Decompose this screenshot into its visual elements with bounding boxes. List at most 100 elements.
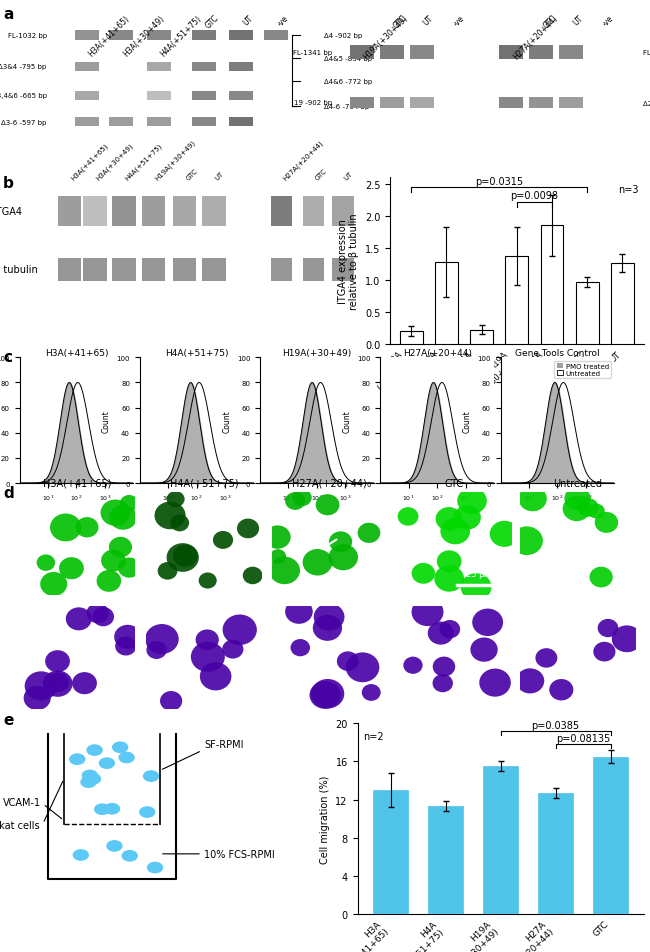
Circle shape (593, 642, 616, 662)
Bar (109, 118, 133, 127)
Circle shape (511, 526, 543, 555)
Text: H27A(+20+44): H27A(+20+44) (292, 478, 367, 488)
Circle shape (328, 545, 358, 570)
Bar (332, 258, 354, 282)
Text: SF-RPMI: SF-RPMI (204, 739, 244, 749)
Bar (147, 63, 170, 71)
Bar (58, 258, 81, 282)
Y-axis label: Cell migration (%): Cell migration (%) (320, 775, 330, 863)
Circle shape (269, 557, 300, 585)
Bar (499, 98, 523, 109)
Circle shape (437, 551, 461, 573)
Circle shape (147, 862, 163, 873)
Circle shape (428, 622, 454, 645)
Bar (75, 30, 99, 41)
Text: Δ4-6 -704 bp: Δ4-6 -704 bp (324, 104, 369, 109)
Text: H19A(+30+49): H19A(+30+49) (153, 139, 196, 182)
Text: GTC: GTC (314, 168, 328, 182)
Bar (192, 63, 216, 71)
Circle shape (173, 545, 198, 567)
Bar (303, 258, 324, 282)
Text: UT: UT (214, 170, 225, 182)
Circle shape (213, 531, 233, 549)
Circle shape (158, 563, 177, 580)
Circle shape (222, 615, 257, 645)
Text: 25 μm: 25 μm (467, 569, 493, 579)
Circle shape (92, 607, 114, 626)
Text: H3A(+41+65): H3A(+41+65) (43, 478, 112, 488)
Text: p=0.0315: p=0.0315 (475, 176, 523, 187)
Bar (470, 330, 493, 345)
Circle shape (36, 555, 55, 571)
Circle shape (101, 500, 130, 526)
Circle shape (166, 544, 199, 572)
Text: H4A(+51+75): H4A(+51+75) (170, 478, 239, 488)
Bar (173, 258, 196, 282)
Bar (75, 118, 99, 127)
Circle shape (45, 650, 70, 672)
Bar (380, 98, 404, 109)
Circle shape (243, 567, 263, 585)
Bar (142, 196, 165, 227)
Text: GTC: GTC (541, 14, 558, 30)
Circle shape (433, 657, 455, 677)
Circle shape (285, 492, 306, 510)
Text: d: d (3, 486, 14, 501)
Circle shape (265, 526, 291, 549)
Circle shape (549, 680, 573, 701)
Circle shape (120, 495, 138, 511)
Circle shape (112, 742, 128, 753)
Bar (482, 766, 519, 914)
Text: n=2: n=2 (363, 731, 384, 741)
Title: H4A(+51+75): H4A(+51+75) (165, 348, 228, 357)
Text: Untreated: Untreated (553, 478, 603, 488)
Circle shape (160, 691, 182, 711)
Text: β tubulin: β tubulin (0, 265, 37, 275)
Bar (112, 258, 136, 282)
Circle shape (23, 686, 51, 710)
Bar (83, 196, 107, 227)
Circle shape (166, 491, 185, 507)
Circle shape (346, 653, 380, 683)
Bar (372, 790, 408, 914)
Bar (410, 47, 434, 59)
Circle shape (69, 754, 85, 765)
Circle shape (139, 806, 155, 818)
Bar (505, 257, 528, 345)
Bar (264, 30, 288, 41)
Circle shape (411, 598, 443, 626)
Bar (58, 196, 81, 227)
Circle shape (191, 642, 225, 672)
Circle shape (291, 640, 310, 657)
Bar (112, 196, 136, 227)
Text: c: c (3, 349, 12, 365)
Circle shape (432, 674, 453, 692)
Circle shape (285, 600, 313, 625)
Bar (538, 793, 573, 914)
Y-axis label: ITGA4 expression
relative to β tubulin: ITGA4 expression relative to β tubulin (337, 213, 359, 309)
Circle shape (612, 625, 642, 652)
Text: p=0.08135: p=0.08135 (556, 734, 610, 744)
Bar (229, 63, 254, 71)
Circle shape (118, 558, 140, 578)
Bar (593, 757, 629, 914)
Text: UT: UT (571, 14, 585, 28)
Bar (173, 196, 196, 227)
Circle shape (84, 773, 101, 784)
Title: H27A(+20+44): H27A(+20+44) (403, 348, 471, 357)
Circle shape (440, 518, 470, 545)
Circle shape (114, 625, 141, 649)
Circle shape (82, 770, 98, 782)
Text: GTC: GTC (392, 14, 409, 30)
Text: ITGA4: ITGA4 (0, 207, 23, 216)
Circle shape (337, 652, 359, 671)
Circle shape (588, 505, 605, 519)
Y-axis label: Count: Count (463, 409, 472, 432)
Text: H3A(+30+49): H3A(+30+49) (122, 14, 166, 58)
Bar (147, 118, 170, 127)
Y-axis label: Count: Count (222, 409, 231, 432)
Bar (576, 283, 599, 345)
Circle shape (109, 537, 132, 558)
Circle shape (59, 558, 84, 580)
Text: Δ3,4&6 -665 bp: Δ3,4&6 -665 bp (0, 93, 47, 99)
